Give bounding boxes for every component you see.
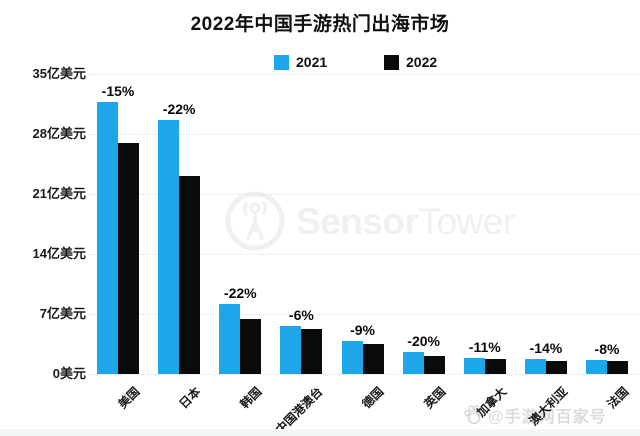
pct-label-中国港澳台: -6%	[288, 307, 314, 323]
legend-swatch-2022	[384, 54, 399, 70]
bar-2021-日本	[158, 120, 180, 374]
sensortower-watermark: SensorTower	[224, 190, 515, 252]
legend-swatch-2021	[274, 54, 289, 70]
bar-2021-美国	[97, 102, 118, 374]
x-tick-label-法国: 法国	[604, 384, 632, 412]
bar-2021-英国	[402, 351, 424, 374]
pct-label-日本: -22%	[162, 101, 196, 118]
y-tick-label: 7亿美元	[39, 306, 86, 321]
bar-2021-加拿大	[463, 357, 485, 374]
bar-2022-韩国	[240, 319, 262, 374]
bar-2021-中国港澳台	[280, 326, 302, 374]
y-tick-label: 14亿美元	[32, 246, 86, 261]
x-tick-label-英国: 英国	[421, 384, 448, 412]
legend-label-2022: 2022	[406, 54, 438, 70]
gridline-28	[88, 134, 638, 135]
bar-2022-德国	[362, 344, 384, 374]
gridline-0	[88, 374, 638, 375]
gridline-7	[88, 314, 638, 315]
bar-2022-加拿大	[484, 359, 506, 374]
pct-label-澳大利亚: -14%	[529, 339, 563, 356]
pct-label-加拿大: -11%	[468, 338, 501, 355]
x-tick-label-韩国: 韩国	[237, 384, 265, 412]
pct-label-韩国: -22%	[223, 284, 257, 301]
sensortower-wordmark: SensorTower	[296, 200, 515, 242]
gridline-14	[88, 254, 638, 255]
x-tick-label-德国: 德国	[359, 384, 387, 412]
bar-2021-德国	[341, 340, 363, 374]
bar-2022-法国	[607, 361, 628, 374]
bar-2022-日本	[179, 176, 201, 374]
pct-label-德国: -9%	[350, 321, 375, 338]
bar-2021-法国	[586, 360, 607, 374]
bar-2021-澳大利亚	[524, 358, 546, 374]
legend-label-2021: 2021	[296, 54, 328, 70]
bar-2022-中国港澳台	[301, 328, 323, 374]
sensortower-logo-icon	[225, 191, 285, 251]
bar-2022-美国	[118, 143, 139, 374]
pct-label-法国: -8%	[594, 341, 620, 358]
gridline-35	[88, 74, 638, 75]
legend-item-2021: 2021	[274, 54, 327, 70]
legend-item-2022: 2022	[384, 54, 437, 70]
y-tick-label: 35亿美元	[32, 66, 86, 81]
chart-title: 2022年中国手游热门出海市场	[190, 14, 450, 35]
y-tick-label: 28亿美元	[32, 126, 86, 141]
x-tick-label-加拿大: 加拿大	[473, 384, 510, 420]
y-tick-label: 0美元	[52, 366, 86, 381]
bottom-strip	[0, 429, 640, 436]
pct-label-英国: -20%	[407, 332, 440, 349]
pct-label-美国: -15%	[101, 83, 135, 100]
x-tick-label-澳大利亚: 澳大利亚	[526, 384, 571, 429]
gridline-21	[88, 194, 638, 195]
bar-2022-英国	[423, 356, 445, 374]
x-tick-label-日本: 日本	[176, 384, 204, 412]
x-tick-label-美国: 美国	[115, 384, 143, 412]
bar-2021-韩国	[219, 303, 241, 374]
y-tick-label: 21亿美元	[32, 186, 86, 201]
bar-2022-澳大利亚	[545, 360, 567, 374]
